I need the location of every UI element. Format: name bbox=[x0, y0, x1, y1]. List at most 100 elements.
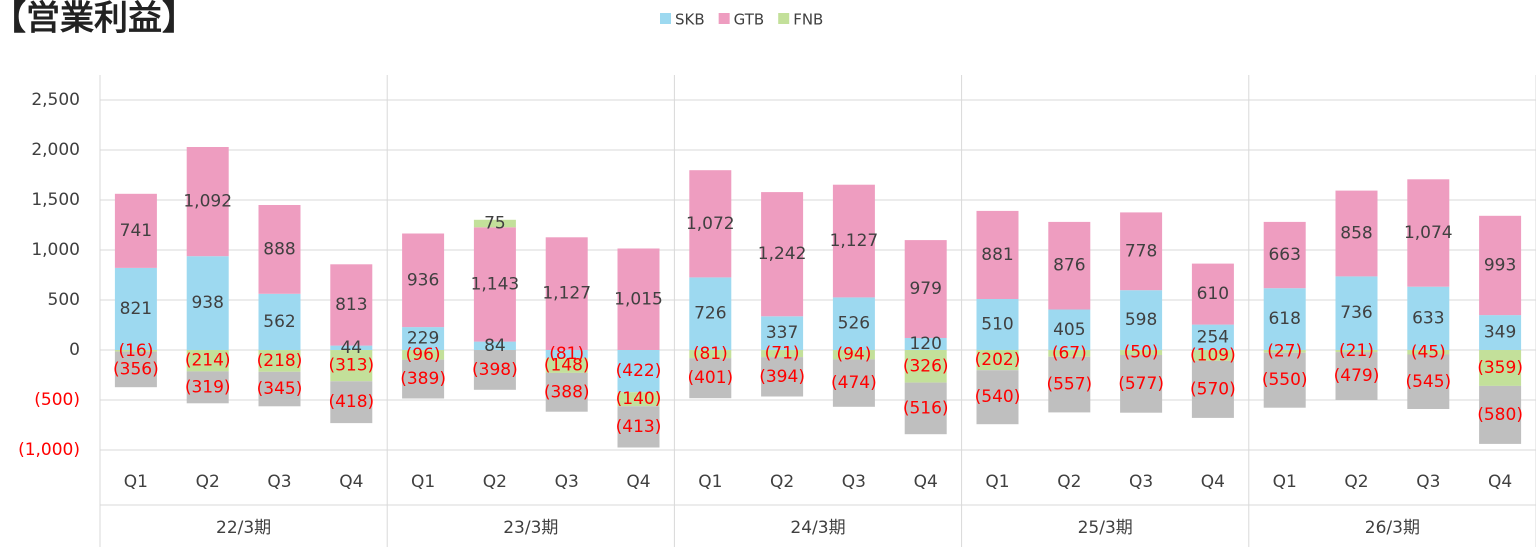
y-tick-label: (1,000) bbox=[18, 440, 80, 460]
data-label: 84 bbox=[484, 336, 506, 356]
data-label: (50) bbox=[1124, 343, 1159, 363]
data-label: (148) bbox=[544, 356, 590, 376]
data-label: (218) bbox=[257, 351, 303, 371]
bar-segment bbox=[330, 345, 373, 350]
data-label: 598 bbox=[1125, 310, 1157, 330]
data-label: 337 bbox=[766, 323, 798, 343]
bar-segment bbox=[1479, 350, 1522, 386]
data-label: (202) bbox=[975, 350, 1021, 370]
data-label: (96) bbox=[406, 345, 441, 365]
data-label: (45) bbox=[1411, 342, 1446, 362]
bar-segment bbox=[1120, 355, 1163, 413]
data-label: 741 bbox=[120, 221, 152, 241]
bar-segment bbox=[1120, 212, 1163, 291]
data-label: 405 bbox=[1053, 320, 1085, 340]
bar-segment bbox=[1335, 350, 1378, 353]
bar-segment bbox=[114, 267, 157, 350]
bar-segment bbox=[545, 237, 588, 350]
bar-segment bbox=[1048, 221, 1091, 310]
data-label: 75 bbox=[484, 214, 506, 234]
data-label: (326) bbox=[903, 356, 949, 376]
bar-segment bbox=[689, 358, 732, 399]
bar-segment bbox=[832, 350, 875, 360]
bar-segment bbox=[186, 350, 229, 372]
x-tick-label: Q4 bbox=[1488, 472, 1512, 492]
legend-swatch bbox=[778, 13, 790, 24]
bar-segment bbox=[761, 357, 804, 397]
y-tick-label: (500) bbox=[34, 390, 80, 410]
bar-segment bbox=[545, 358, 588, 373]
data-label: (389) bbox=[400, 369, 446, 389]
bar-segment bbox=[1407, 354, 1450, 409]
data-label: (580) bbox=[1477, 405, 1523, 425]
x-tick-label: Q3 bbox=[1416, 472, 1440, 492]
bar-segment bbox=[330, 350, 373, 382]
bar-segment bbox=[689, 277, 732, 350]
bar-segment bbox=[904, 350, 947, 383]
bar-segment bbox=[1407, 179, 1450, 287]
data-label: (545) bbox=[1405, 372, 1451, 392]
data-label: (214) bbox=[185, 351, 231, 371]
x-tick-label: Q1 bbox=[411, 472, 435, 492]
data-label: (577) bbox=[1118, 374, 1164, 394]
data-label: 1,072 bbox=[686, 214, 735, 234]
data-label: (398) bbox=[472, 360, 518, 380]
data-label: 349 bbox=[1484, 323, 1516, 343]
bar-segment bbox=[1120, 350, 1163, 355]
x-tick-label: Q4 bbox=[339, 472, 363, 492]
bar-segment bbox=[473, 227, 516, 342]
bar-segment bbox=[1335, 352, 1378, 400]
data-label: (570) bbox=[1190, 379, 1236, 399]
data-label: (388) bbox=[544, 382, 590, 402]
bar-segment bbox=[330, 264, 373, 346]
data-label: (27) bbox=[1267, 341, 1302, 361]
x-tick-label: Q3 bbox=[267, 472, 291, 492]
data-label: (474) bbox=[831, 373, 877, 393]
bar-segment bbox=[186, 256, 229, 350]
legend-swatch bbox=[660, 13, 671, 24]
bar-segment bbox=[617, 406, 660, 448]
bar-segment bbox=[761, 316, 804, 350]
data-label: (557) bbox=[1046, 375, 1092, 395]
y-tick-label: 0 bbox=[69, 340, 80, 360]
bar-segment bbox=[832, 359, 875, 407]
group-label: 23/3期 bbox=[503, 518, 558, 538]
bar-segment bbox=[545, 350, 588, 359]
data-label: 726 bbox=[694, 304, 726, 324]
bar-segment bbox=[402, 359, 445, 399]
chart-title: 【営業利益】 bbox=[0, 0, 196, 39]
legend-text: GTB bbox=[734, 11, 765, 29]
data-label: (413) bbox=[616, 417, 662, 437]
legend-swatch bbox=[718, 13, 730, 24]
data-label: (313) bbox=[328, 356, 374, 376]
data-label: 1,143 bbox=[471, 274, 520, 294]
data-label: 633 bbox=[1412, 308, 1444, 328]
data-label: (81) bbox=[693, 344, 728, 364]
data-label: 254 bbox=[1197, 327, 1229, 347]
bar-segment bbox=[761, 350, 804, 358]
bar-segment bbox=[402, 350, 445, 360]
bar-segment bbox=[1335, 276, 1378, 350]
data-label: 736 bbox=[1340, 303, 1372, 323]
x-tick-label: Q4 bbox=[1201, 472, 1225, 492]
data-label: 813 bbox=[335, 295, 367, 315]
data-label: 44 bbox=[340, 338, 362, 358]
data-label: 562 bbox=[263, 312, 295, 332]
bar-segment bbox=[832, 184, 875, 298]
data-label: (550) bbox=[1262, 370, 1308, 390]
bar-segment bbox=[258, 371, 301, 407]
x-tick-label: Q2 bbox=[196, 472, 220, 492]
bar-segment bbox=[473, 350, 516, 390]
bar-segment bbox=[832, 297, 875, 350]
x-tick-label: Q2 bbox=[1344, 472, 1368, 492]
data-label: (109) bbox=[1190, 345, 1236, 365]
data-label: (81) bbox=[549, 344, 584, 364]
data-label: (401) bbox=[687, 368, 733, 388]
data-label: (422) bbox=[616, 361, 662, 381]
x-tick-label: Q4 bbox=[626, 472, 650, 492]
bar-segment bbox=[1479, 215, 1522, 316]
bar-segment bbox=[1263, 352, 1306, 408]
bar-segment bbox=[473, 219, 516, 228]
bar-segment bbox=[258, 205, 301, 294]
